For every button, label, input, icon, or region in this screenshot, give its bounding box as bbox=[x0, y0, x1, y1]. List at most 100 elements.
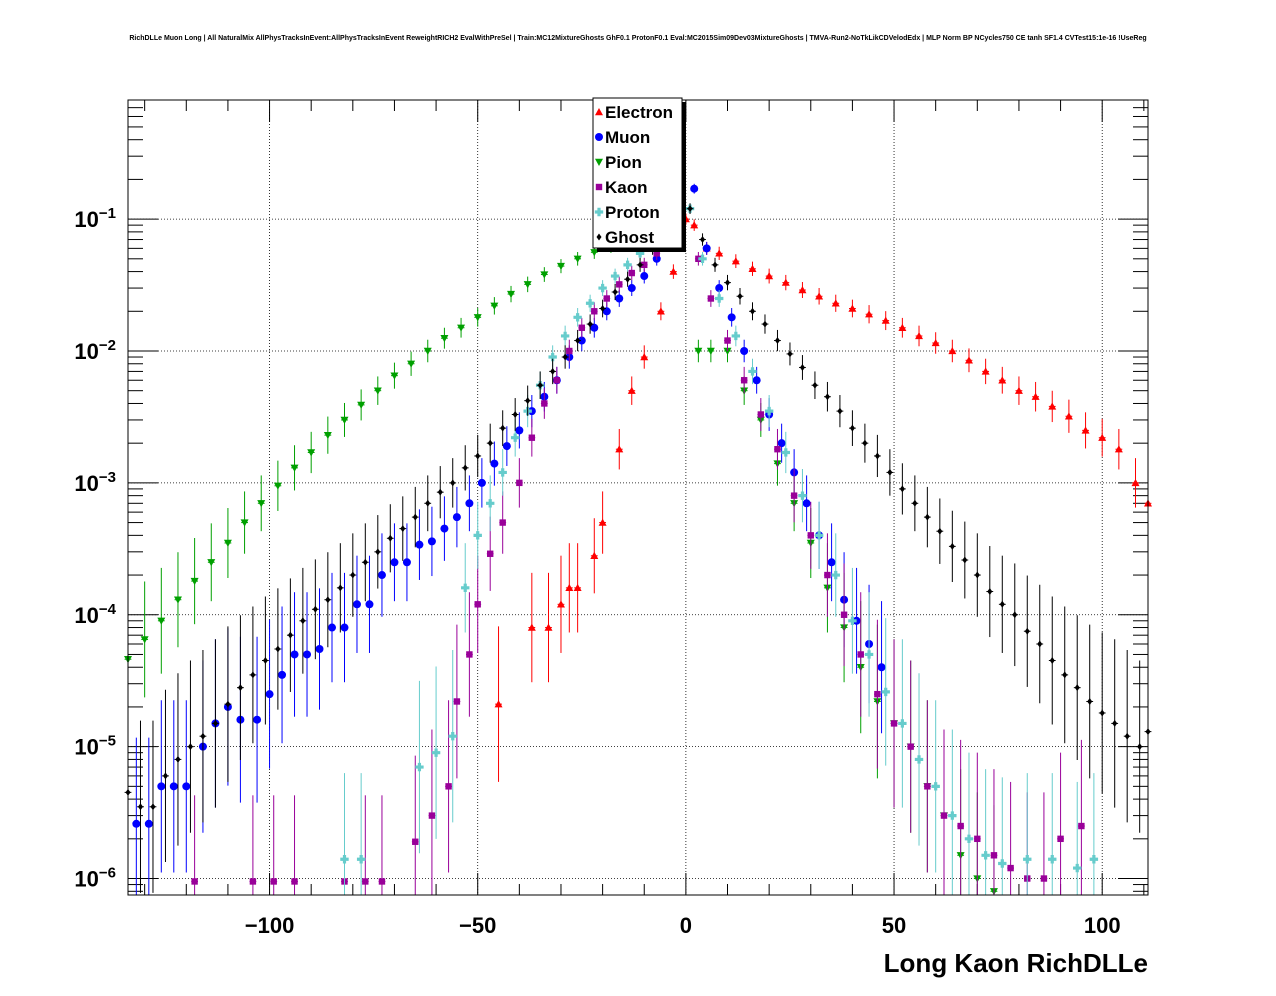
data-point bbox=[365, 600, 374, 609]
data-point bbox=[412, 513, 418, 521]
data-point bbox=[498, 468, 507, 477]
axis-ticks bbox=[128, 99, 1148, 895]
data-point bbox=[287, 631, 293, 639]
data-point bbox=[974, 835, 981, 843]
data-point bbox=[407, 360, 416, 368]
data-point bbox=[452, 513, 461, 522]
data-point bbox=[898, 719, 907, 728]
data-point bbox=[291, 878, 298, 885]
data-point bbox=[616, 281, 623, 288]
data-point bbox=[541, 400, 548, 407]
data-point bbox=[223, 539, 232, 548]
data-point bbox=[278, 670, 287, 679]
data-point bbox=[731, 331, 741, 341]
legend-label-electron: Electron bbox=[605, 103, 673, 122]
data-point bbox=[378, 878, 386, 885]
data-point bbox=[473, 314, 482, 322]
data-point bbox=[400, 525, 406, 533]
data-point bbox=[962, 556, 968, 564]
data-series bbox=[124, 183, 1152, 896]
data-point bbox=[1124, 732, 1130, 740]
data-point bbox=[362, 878, 369, 885]
legend-label-muon: Muon bbox=[605, 128, 650, 147]
data-point bbox=[998, 376, 1007, 384]
data-point bbox=[940, 812, 948, 819]
data-point bbox=[615, 445, 624, 453]
data-point bbox=[462, 464, 468, 472]
data-point bbox=[270, 878, 277, 885]
data-point bbox=[964, 834, 974, 844]
data-point bbox=[898, 323, 907, 331]
x-tick-label: −50 bbox=[459, 913, 496, 938]
data-point bbox=[412, 838, 419, 845]
data-point bbox=[453, 698, 461, 705]
data-point bbox=[864, 650, 874, 659]
data-point bbox=[790, 492, 798, 499]
data-point bbox=[140, 636, 149, 644]
data-point bbox=[999, 600, 1005, 608]
x-tick-labels: −100 −50 0 50 100 bbox=[245, 913, 1121, 938]
data-point bbox=[487, 439, 493, 447]
data-point bbox=[723, 347, 732, 355]
data-point bbox=[777, 439, 786, 448]
data-point bbox=[1024, 627, 1030, 635]
data-point bbox=[466, 651, 473, 658]
data-point bbox=[590, 323, 599, 332]
data-point bbox=[603, 295, 610, 302]
data-point bbox=[415, 762, 424, 772]
data-point bbox=[265, 690, 274, 699]
data-point bbox=[490, 302, 499, 310]
data-point bbox=[578, 324, 585, 331]
data-point bbox=[448, 731, 457, 741]
data-point bbox=[799, 363, 805, 371]
data-point bbox=[706, 347, 715, 355]
data-point bbox=[527, 623, 536, 631]
data-point bbox=[948, 346, 957, 355]
data-point bbox=[981, 367, 990, 375]
data-point bbox=[249, 878, 257, 885]
data-point bbox=[137, 803, 143, 811]
data-point bbox=[840, 611, 848, 618]
data-point bbox=[824, 571, 831, 579]
data-point bbox=[957, 822, 964, 830]
data-point bbox=[587, 320, 593, 328]
data-point bbox=[764, 406, 774, 416]
legend-label-ghost: Ghost bbox=[605, 228, 654, 247]
data-point bbox=[162, 772, 168, 780]
data-point bbox=[566, 347, 573, 355]
page-title: RichDLLe Muon Long | All NaturalMix AllP… bbox=[129, 35, 1147, 42]
data-point bbox=[848, 304, 857, 312]
data-point bbox=[373, 387, 382, 395]
data-point bbox=[212, 719, 218, 727]
data-point bbox=[862, 439, 868, 447]
data-point bbox=[837, 407, 843, 415]
data-point bbox=[290, 464, 299, 472]
legend-label-kaon: Kaon bbox=[605, 178, 648, 197]
data-point bbox=[577, 336, 586, 345]
data-point bbox=[486, 499, 495, 508]
y-tick-label: 10−1 bbox=[74, 205, 116, 232]
data-point bbox=[375, 548, 381, 556]
data-point bbox=[827, 558, 836, 567]
data-point bbox=[987, 588, 993, 596]
data-point bbox=[931, 338, 940, 347]
legend-box bbox=[592, 97, 683, 249]
data-point bbox=[225, 700, 231, 708]
data-point bbox=[924, 513, 930, 521]
data-point bbox=[437, 488, 443, 496]
data-point bbox=[702, 244, 711, 253]
data-point bbox=[494, 700, 503, 708]
data-point bbox=[802, 499, 811, 508]
data-point bbox=[157, 617, 166, 625]
data-point bbox=[749, 307, 755, 315]
data-point bbox=[440, 335, 449, 343]
data-point bbox=[307, 449, 316, 457]
data-point bbox=[415, 540, 424, 549]
data-point bbox=[157, 782, 166, 791]
data-point bbox=[890, 720, 898, 727]
data-point bbox=[556, 262, 565, 271]
data-point bbox=[1023, 855, 1032, 864]
y-tick-label: 10−2 bbox=[74, 337, 116, 364]
data-point bbox=[387, 534, 393, 542]
